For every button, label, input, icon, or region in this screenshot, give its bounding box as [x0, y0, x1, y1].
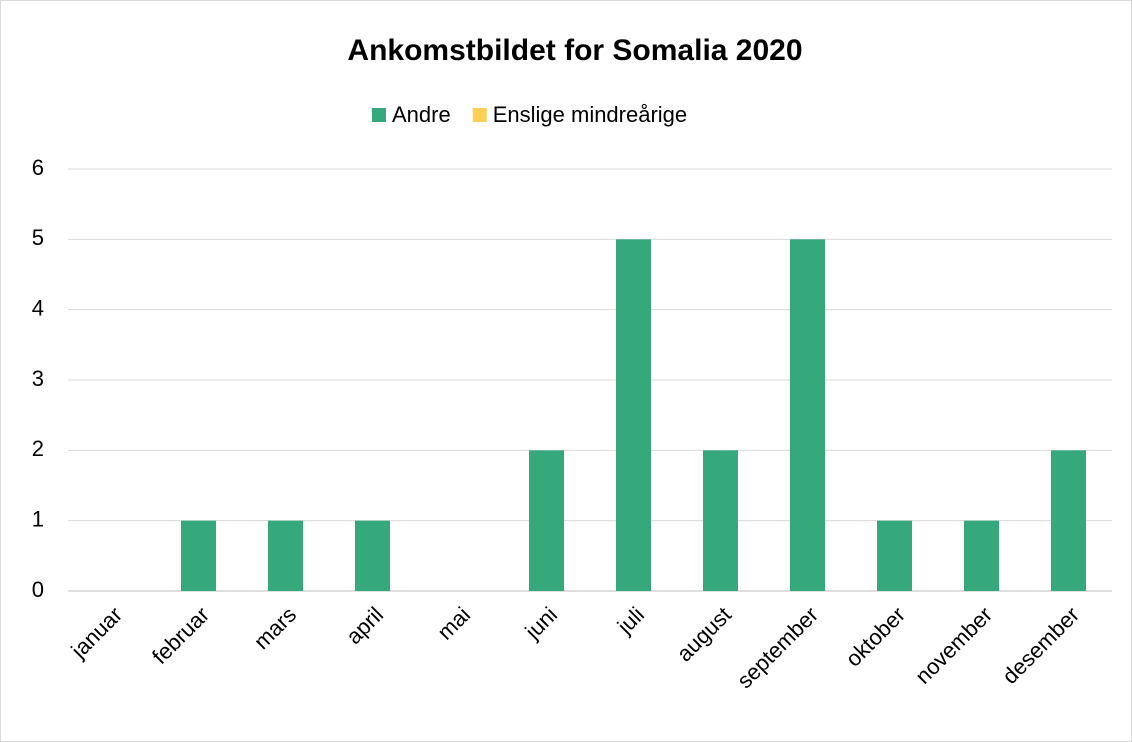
y-tick-label: 2: [32, 436, 44, 461]
legend-label: Andre: [392, 102, 451, 127]
chart-title: Ankomstbildet for Somalia 2020: [347, 34, 802, 67]
bar: [355, 520, 390, 591]
bar: [268, 520, 303, 591]
y-tick-label: 4: [32, 295, 44, 320]
bar: [877, 520, 912, 591]
y-tick-label: 1: [32, 506, 44, 531]
y-tick-label: 0: [32, 577, 44, 602]
legend-swatch: [372, 108, 386, 122]
y-tick-label: 6: [32, 155, 44, 180]
bar: [790, 239, 825, 592]
bar: [1051, 450, 1086, 591]
bar: [616, 239, 651, 592]
bar: [181, 520, 216, 591]
legend-label: Enslige mindreårige: [493, 102, 687, 127]
bar: [703, 450, 738, 591]
legend-swatch: [472, 108, 487, 122]
y-tick-label: 5: [32, 225, 44, 250]
y-tick-label: 3: [32, 366, 44, 391]
bar: [529, 450, 564, 591]
bar: [964, 520, 999, 591]
